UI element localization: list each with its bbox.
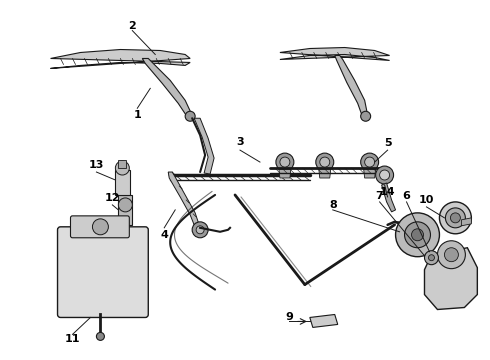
Circle shape [196,226,204,234]
Circle shape [365,157,375,167]
Polygon shape [310,315,338,328]
Polygon shape [280,48,390,60]
Text: 3: 3 [236,137,244,147]
Text: 5: 5 [384,138,392,148]
Polygon shape [462,218,471,226]
Circle shape [405,222,431,248]
Polygon shape [194,118,214,174]
Text: 14: 14 [380,187,395,197]
Text: 10: 10 [419,195,434,205]
Circle shape [361,111,370,121]
FancyBboxPatch shape [57,227,148,318]
Text: 2: 2 [128,21,136,31]
Circle shape [93,219,108,235]
Text: 12: 12 [105,193,120,203]
Polygon shape [50,50,190,68]
Circle shape [450,213,461,223]
Circle shape [276,153,294,171]
Text: 8: 8 [329,200,337,210]
Text: 1: 1 [133,110,141,120]
Text: 9: 9 [285,312,293,323]
Circle shape [192,222,208,238]
Circle shape [320,157,330,167]
Circle shape [428,255,435,261]
Circle shape [395,213,440,257]
Text: 13: 13 [89,160,104,170]
Text: 7: 7 [376,191,384,201]
Circle shape [444,248,458,262]
Text: 6: 6 [403,191,411,201]
Polygon shape [119,195,132,225]
Polygon shape [115,170,130,195]
Circle shape [119,198,132,212]
Text: 4: 4 [160,230,168,240]
Circle shape [412,229,423,241]
Circle shape [445,208,466,228]
FancyBboxPatch shape [71,216,129,238]
Circle shape [115,161,129,175]
Polygon shape [335,55,368,117]
Circle shape [438,241,465,269]
Polygon shape [364,169,376,178]
Polygon shape [424,248,477,310]
Polygon shape [119,160,126,168]
Circle shape [97,332,104,340]
Text: 11: 11 [65,334,80,345]
Polygon shape [279,169,291,178]
Circle shape [185,111,195,121]
Circle shape [361,153,379,171]
Circle shape [424,251,439,265]
Circle shape [380,170,390,180]
Polygon shape [382,183,395,212]
Polygon shape [319,169,331,178]
Polygon shape [168,172,200,230]
Circle shape [280,157,290,167]
Circle shape [376,166,393,184]
Circle shape [440,202,471,234]
Circle shape [316,153,334,171]
Polygon shape [142,58,192,118]
